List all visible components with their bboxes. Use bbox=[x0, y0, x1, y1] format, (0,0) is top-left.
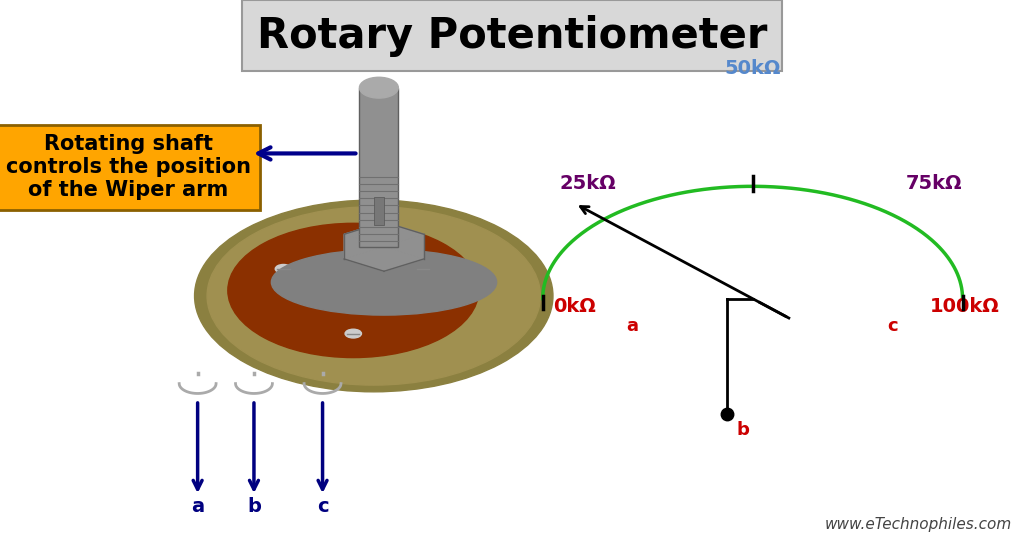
Text: b: b bbox=[247, 498, 261, 516]
Circle shape bbox=[207, 207, 541, 385]
Polygon shape bbox=[384, 247, 424, 271]
Polygon shape bbox=[344, 247, 384, 271]
Text: Rotating shaft
controls the position
of the Wiper arm: Rotating shaft controls the position of … bbox=[5, 134, 251, 201]
FancyBboxPatch shape bbox=[374, 197, 384, 225]
Circle shape bbox=[415, 265, 431, 273]
Text: a: a bbox=[626, 317, 638, 335]
Ellipse shape bbox=[271, 249, 497, 315]
Text: 75kΩ: 75kΩ bbox=[906, 174, 963, 193]
Polygon shape bbox=[344, 235, 384, 259]
Text: a: a bbox=[191, 498, 204, 516]
Polygon shape bbox=[344, 222, 384, 247]
Text: c: c bbox=[316, 498, 329, 516]
Text: b: b bbox=[737, 421, 750, 439]
Text: Rotary Potentiometer: Rotary Potentiometer bbox=[257, 15, 767, 56]
Text: c: c bbox=[888, 317, 898, 335]
FancyBboxPatch shape bbox=[359, 88, 398, 247]
Polygon shape bbox=[384, 235, 424, 259]
Text: 25kΩ: 25kΩ bbox=[560, 174, 616, 193]
Text: www.eTechnophiles.com: www.eTechnophiles.com bbox=[824, 517, 1012, 532]
Circle shape bbox=[359, 77, 398, 98]
Circle shape bbox=[227, 224, 479, 358]
Circle shape bbox=[195, 200, 553, 392]
Text: 50kΩ: 50kΩ bbox=[724, 59, 781, 78]
Polygon shape bbox=[384, 222, 424, 247]
Text: 100kΩ: 100kΩ bbox=[930, 298, 999, 316]
Text: 0kΩ: 0kΩ bbox=[553, 298, 596, 316]
Circle shape bbox=[345, 329, 361, 338]
Circle shape bbox=[275, 265, 292, 273]
